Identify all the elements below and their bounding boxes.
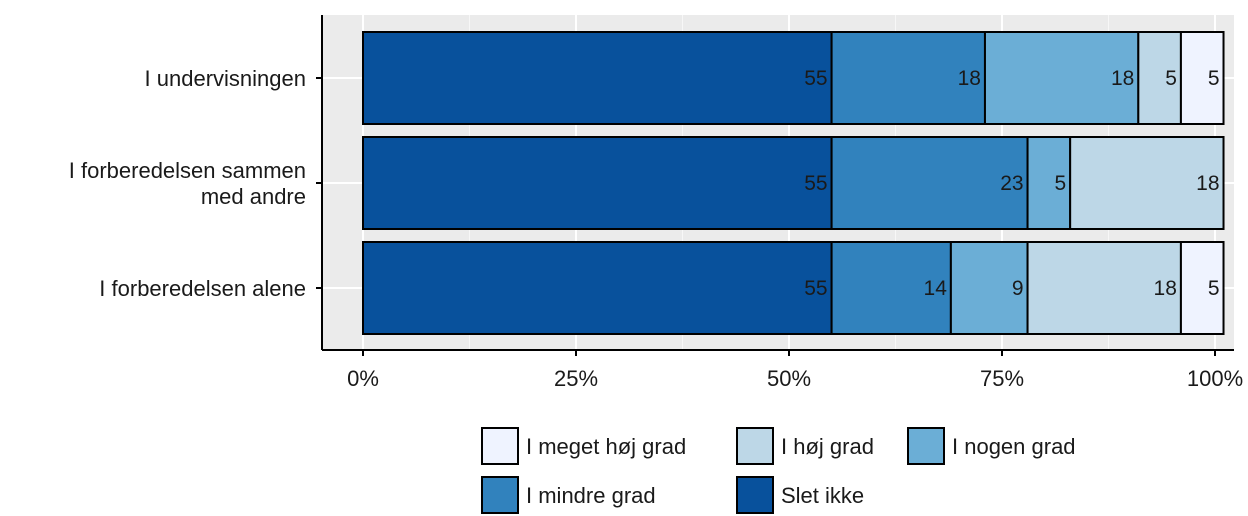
- bar-i-hoj-grad-3: [1026, 241, 1182, 335]
- data-label: 5: [1208, 67, 1220, 90]
- bar-i-mindre-grad-1: [830, 31, 986, 125]
- data-label: 9: [1012, 277, 1024, 300]
- x-tick-label: 0%: [347, 366, 379, 391]
- y-axis: I undervisningen I forberedelsen sammen me…: [69, 66, 322, 301]
- bar-slet-ikke-3: [362, 241, 833, 335]
- legend-key-i-meget-hoj-grad: [481, 427, 519, 465]
- data-label: 55: [804, 67, 827, 90]
- legend: I meget høj grad I høj grad I nogen grad I …: [481, 427, 1076, 514]
- legend-label: I høj grad: [781, 434, 874, 459]
- data-label: 5: [1208, 277, 1220, 300]
- legend-key-i-hoj-grad: [736, 427, 774, 465]
- bar-slet-ikke-2: [362, 136, 833, 230]
- bar-i-meget-hoj-grad-1: [1179, 31, 1225, 125]
- category-label: I forberedelsen sammen med andre: [69, 158, 306, 209]
- data-label: 23: [1000, 172, 1023, 195]
- bar-i-meget-hoj-grad-3: [1179, 241, 1225, 335]
- x-tick-label: 100%: [1187, 366, 1243, 391]
- x-tick-label: 25%: [554, 366, 598, 391]
- data-label: 55: [804, 172, 827, 195]
- data-label: 5: [1054, 172, 1066, 195]
- legend-label: I mindre grad: [526, 483, 656, 508]
- legend-key-i-nogen-grad: [907, 427, 945, 465]
- bar-i-mindre-grad-2: [830, 136, 1029, 230]
- bar-i-hoj-grad-1: [1137, 31, 1182, 125]
- legend-key-i-mindre-grad: [481, 476, 519, 514]
- x-tick-label: 50%: [767, 366, 811, 391]
- bar-i-mindre-grad-3: [830, 241, 952, 335]
- data-label: 18: [1154, 277, 1177, 300]
- legend-label: Slet ikke: [781, 483, 864, 508]
- data-label: 18: [1196, 172, 1219, 195]
- category-label: I undervisningen: [145, 66, 306, 91]
- bar-slet-ikke-1: [362, 31, 833, 125]
- legend-label: I nogen grad: [952, 434, 1076, 459]
- legend-label: I meget høj grad: [526, 434, 686, 459]
- data-label: 5: [1165, 67, 1177, 90]
- data-label: 55: [804, 277, 827, 300]
- data-label: 18: [958, 67, 981, 90]
- bar-i-hoj-grad-2: [1069, 136, 1225, 230]
- bars-group: [362, 31, 1225, 335]
- category-label: I forberedelsen alene: [99, 276, 306, 301]
- x-tick-label: 75%: [980, 366, 1024, 391]
- bar-i-nogen-grad-2: [1026, 136, 1072, 230]
- legend-key-slet-ikke: [736, 476, 774, 514]
- x-axis: 0% 25% 50% 75% 100%: [347, 350, 1243, 391]
- bar-i-nogen-grad-3: [949, 241, 1029, 335]
- data-label: 14: [924, 277, 948, 300]
- data-label: 18: [1111, 67, 1134, 90]
